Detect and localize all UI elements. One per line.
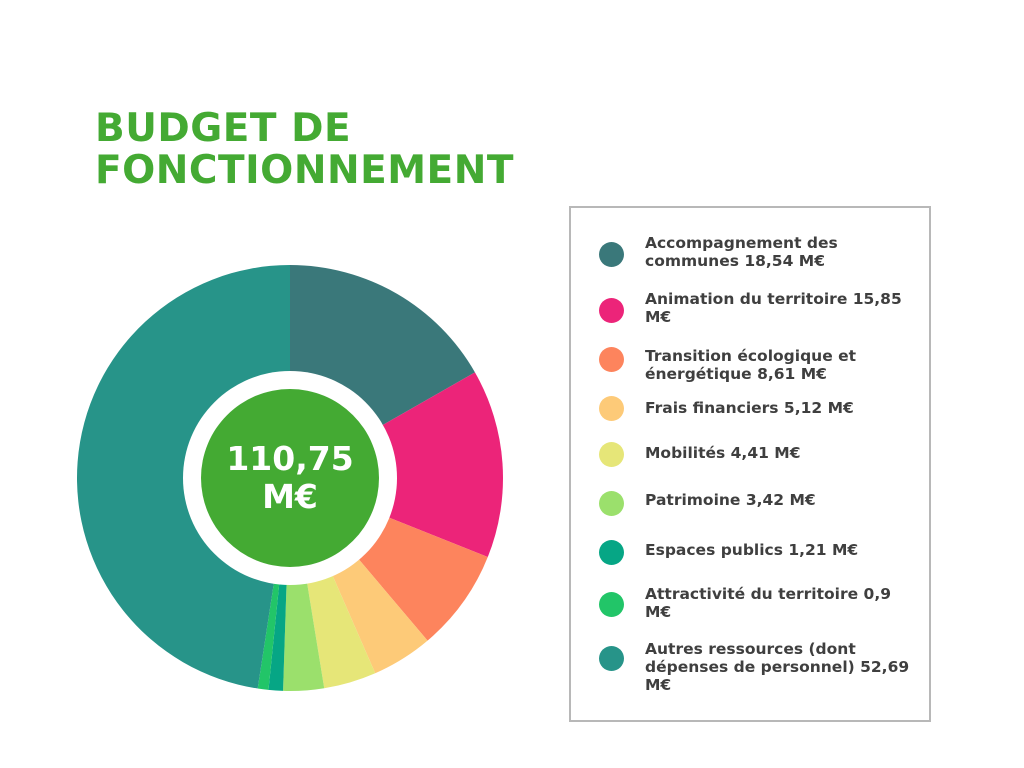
legend-dot-icon — [599, 646, 624, 671]
legend-label: Autres ressources (dont dépenses de pers… — [645, 640, 910, 694]
legend-dot-icon — [599, 442, 624, 467]
pie-slice — [290, 372, 503, 558]
legend-label: Frais financiers 5,12 M€ — [645, 399, 854, 417]
legend-label: Patrimoine 3,42 M€ — [645, 491, 816, 509]
legend-label: Animation du territoire 15,85 M€ — [645, 290, 902, 326]
legend-label: Accompagnement des communes 18,54 M€ — [645, 234, 838, 270]
legend-label: Attractivité du territoire 0,9 M€ — [645, 585, 891, 621]
legend-dot-icon — [599, 347, 624, 372]
legend-label: Mobilités 4,41 M€ — [645, 444, 801, 462]
legend-label: Espaces publics 1,21 M€ — [645, 541, 859, 559]
legend-dot-icon — [599, 242, 624, 267]
chart-title: BUDGET DE FONCTIONNEMENT — [95, 106, 514, 193]
legend-dot-icon — [599, 396, 624, 421]
donut-slices — [76, 265, 503, 691]
legend-dot-icon — [599, 491, 624, 516]
donut-center-circle — [201, 389, 379, 567]
legend-dot-icon — [599, 298, 624, 323]
legend-dot-icon — [599, 592, 624, 617]
total-value: 110,75 M€ — [226, 439, 354, 516]
chart-legend: Accompagnement des communes 18,54 M€ Ani… — [569, 206, 931, 722]
legend-label: Transition écologique et énergétique 8,6… — [645, 347, 857, 383]
legend-dot-icon — [599, 540, 624, 565]
